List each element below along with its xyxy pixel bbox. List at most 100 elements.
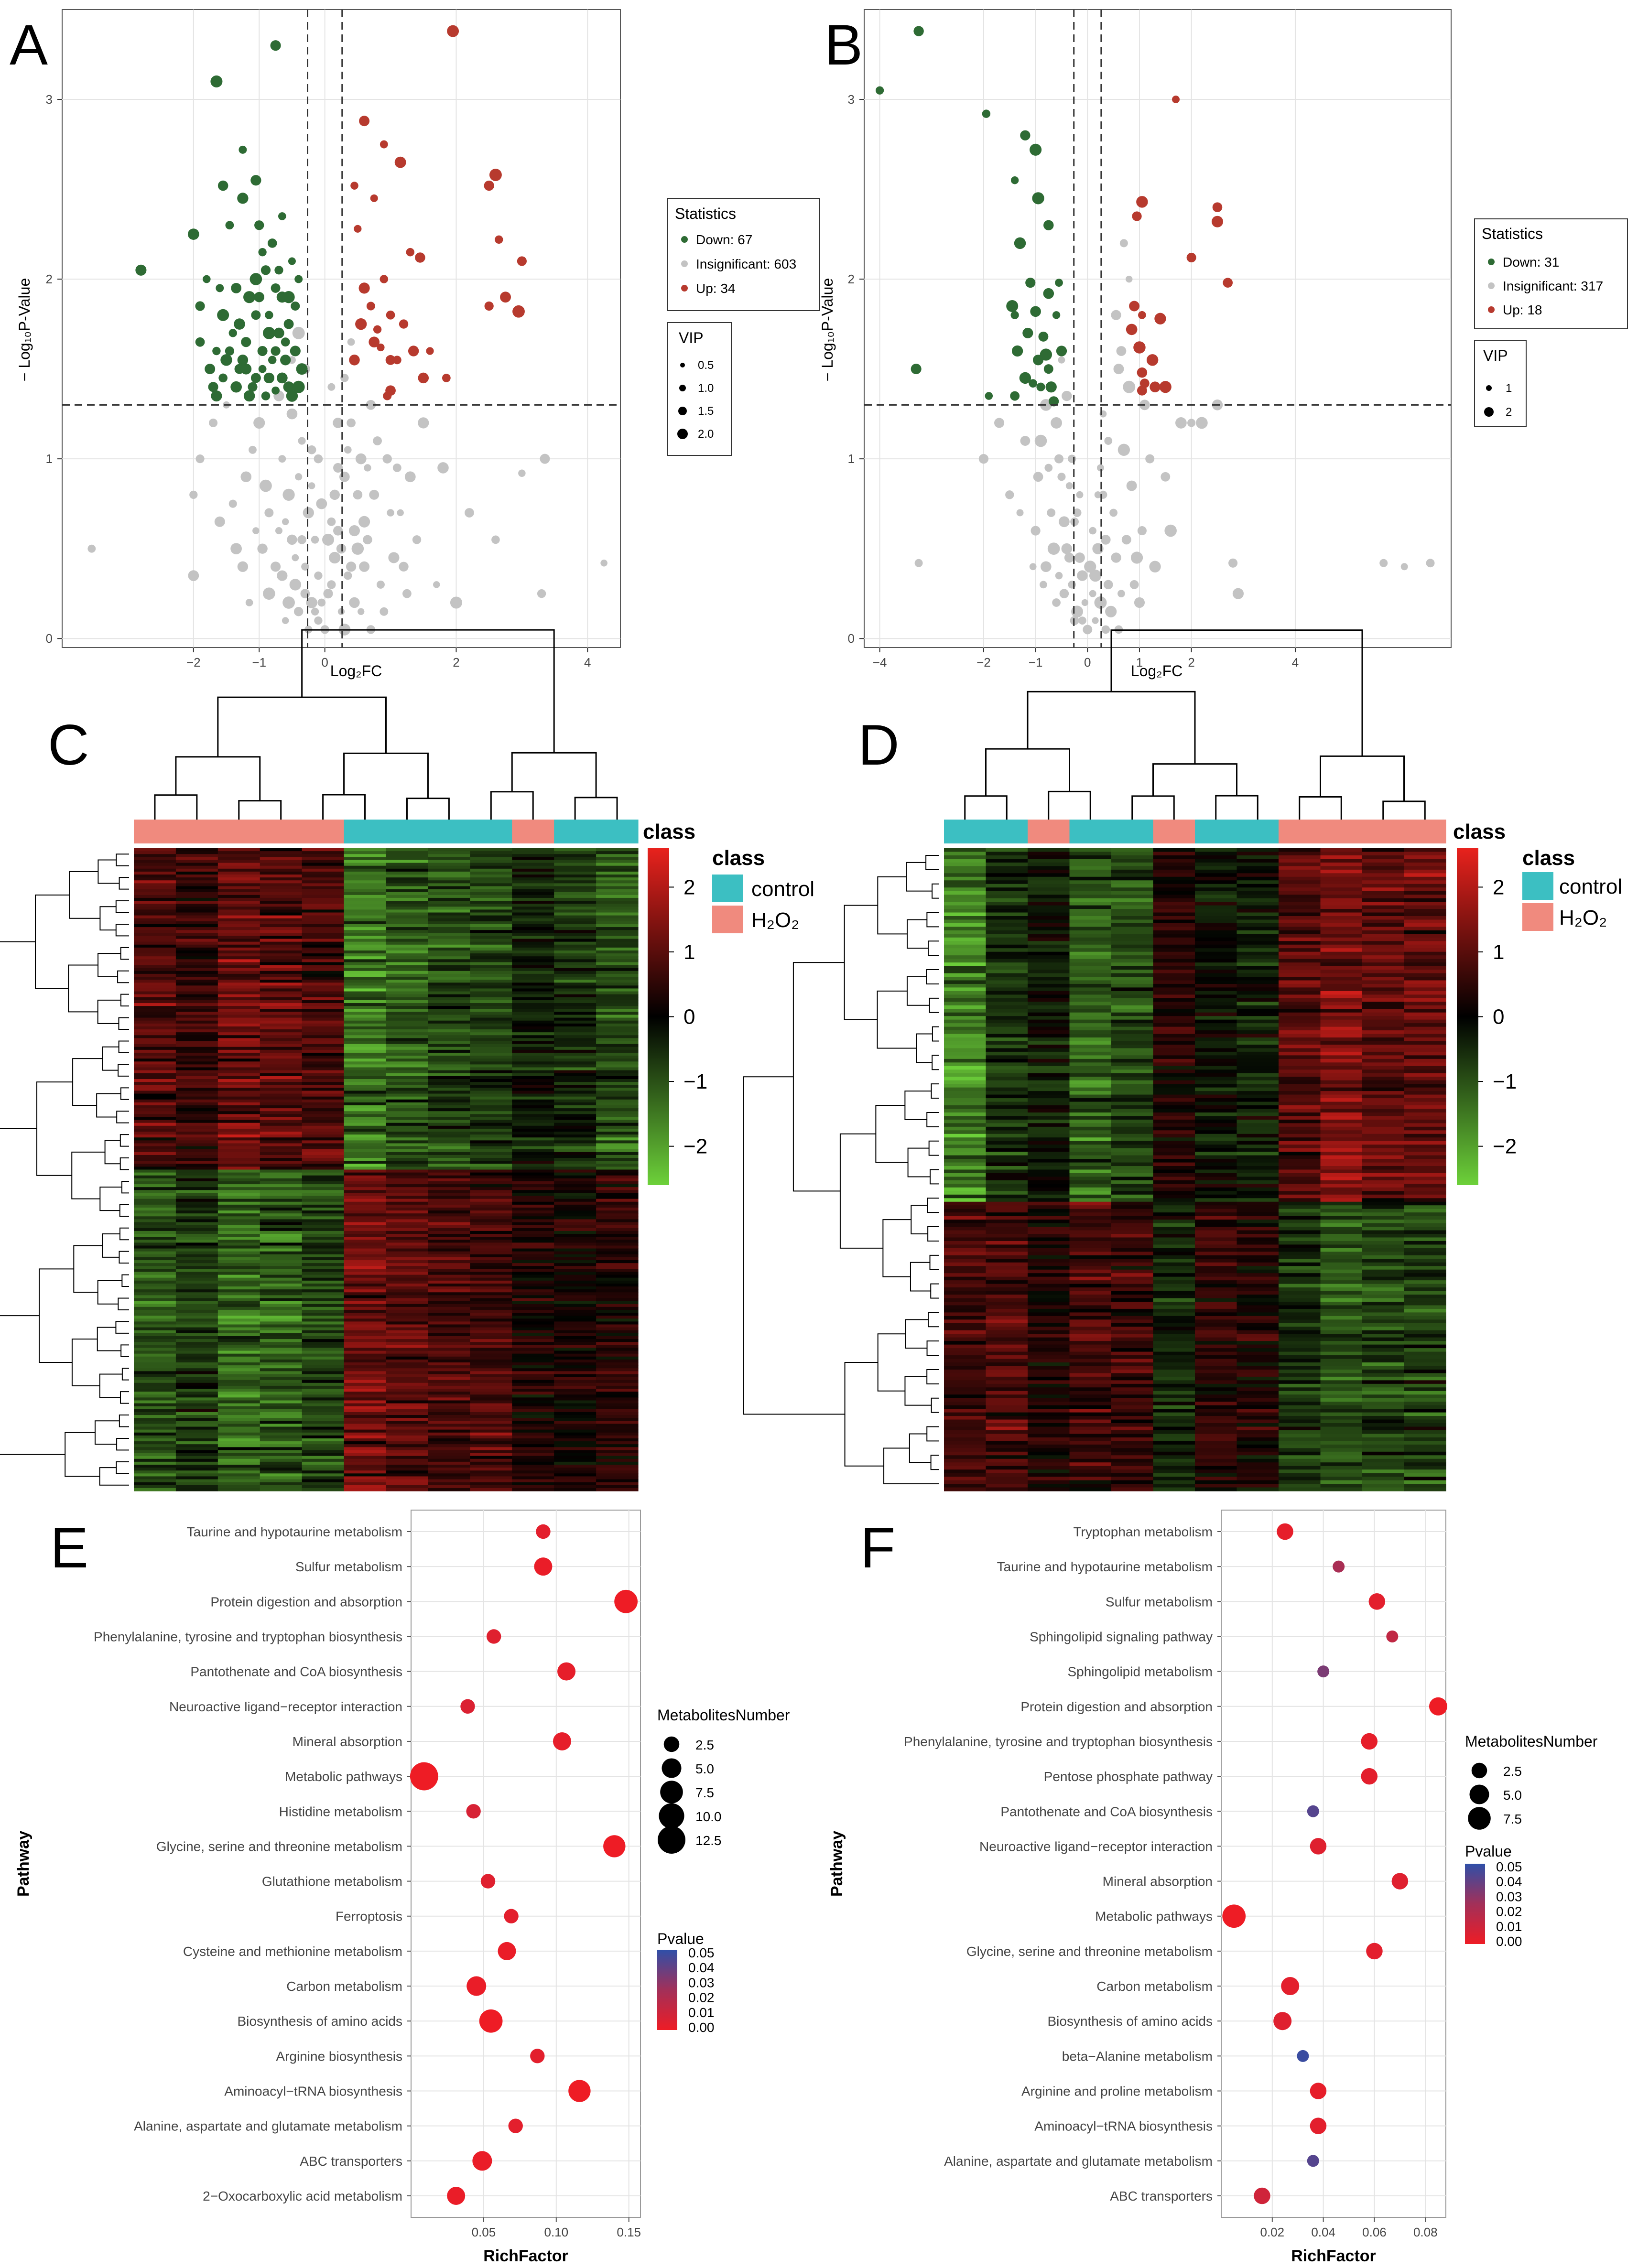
- point-up: [517, 256, 527, 266]
- heatmap-cell: [175, 1368, 218, 1372]
- heatmap-cell: [1362, 977, 1405, 981]
- heatmap-cell: [428, 1137, 470, 1141]
- heatmap-cell: [134, 1242, 176, 1246]
- heatmap-cell: [1237, 1269, 1279, 1274]
- heatmap-cell: [175, 1450, 218, 1454]
- heatmap-cell: [175, 1389, 218, 1392]
- heatmap-cell: [386, 1473, 429, 1477]
- heatmap-cell: [1404, 1137, 1446, 1142]
- point-down: [1020, 130, 1031, 140]
- heatmap-cell: [596, 1166, 639, 1170]
- heatmap-cell: [554, 1257, 597, 1261]
- heatmap-cell: [554, 1380, 597, 1383]
- heatmap-cell: [1069, 983, 1112, 988]
- heatmap-cell: [1069, 1255, 1112, 1259]
- heatmap-cell: [470, 1316, 512, 1319]
- heatmap-cell: [470, 1438, 512, 1442]
- heatmap-cell: [1153, 1030, 1195, 1035]
- heatmap-cell: [134, 865, 176, 869]
- heatmap-cell: [1362, 866, 1405, 870]
- heatmap-cell: [428, 1242, 470, 1246]
- heatmap-cell: [217, 1295, 260, 1299]
- heatmap-cell: [512, 1359, 554, 1363]
- heatmap-cell: [1404, 1252, 1446, 1256]
- heatmap-cell: [386, 1269, 429, 1273]
- heatmap-cell: [344, 1070, 387, 1074]
- heatmap-cell: [470, 1464, 512, 1468]
- heatmap-cell: [470, 1272, 512, 1275]
- heatmap-cell: [428, 848, 470, 852]
- heatmap-cell: [1404, 1269, 1446, 1274]
- heatmap-cell: [344, 1421, 387, 1424]
- heatmap-cell: [1153, 1276, 1195, 1281]
- heatmap-cell: [512, 1345, 554, 1349]
- heatmap-cell: [217, 1225, 260, 1229]
- heatmap-cell: [260, 1190, 303, 1194]
- point-insignificant: [314, 616, 323, 625]
- dendrogram-branch: [0, 1315, 65, 1455]
- heatmap-cell: [217, 1421, 260, 1424]
- heatmap-cell: [1237, 1212, 1279, 1217]
- heatmap-cell: [470, 1435, 512, 1439]
- heatmap-cell: [175, 1307, 218, 1310]
- heatmap-cell: [386, 994, 429, 998]
- heatmap-cell: [554, 880, 597, 884]
- point-down: [911, 364, 922, 375]
- heatmap-cell: [175, 1237, 218, 1240]
- heatmap-cell: [1111, 905, 1154, 909]
- dendrogram-branch: [96, 1093, 121, 1118]
- point-insignificant: [307, 445, 316, 454]
- heatmap-cell: [1320, 919, 1363, 924]
- heatmap-cell: [1069, 1044, 1112, 1049]
- heatmap-cell: [386, 1418, 429, 1421]
- heatmap-cell: [554, 1327, 597, 1331]
- heatmap-cell: [1237, 862, 1279, 866]
- heatmap-cell: [470, 1096, 512, 1100]
- heatmap-cell: [470, 1114, 512, 1118]
- heatmap-cell: [1069, 1005, 1112, 1009]
- heatmap-cell: [386, 1026, 429, 1030]
- heatmap-cell: [1279, 912, 1321, 917]
- heatmap-cell: [554, 1488, 597, 1491]
- heatmap-cell: [986, 1362, 1028, 1367]
- heatmap-cell: [554, 971, 597, 974]
- heatmap-cell: [1153, 852, 1195, 856]
- heatmap-cell: [1279, 1184, 1321, 1188]
- heatmap-cell: [134, 936, 176, 940]
- point-insignificant: [404, 471, 416, 483]
- heatmap-cell: [217, 1152, 260, 1156]
- heatmap-cell: [1028, 1148, 1070, 1152]
- heatmap-cell: [386, 1049, 429, 1053]
- heatmap-cell: [302, 947, 345, 951]
- heatmap-cell: [1279, 1030, 1321, 1035]
- heatmap-cell: [944, 1155, 987, 1159]
- heatmap-cell: [554, 1371, 597, 1375]
- heatmap-cell: [512, 1283, 554, 1287]
- heatmap-cell: [428, 1421, 470, 1424]
- heatmap-cell: [1195, 1248, 1237, 1252]
- point-insignificant: [1094, 596, 1107, 609]
- heatmap-cell: [986, 1048, 1028, 1052]
- heatmap-cell: [302, 1058, 345, 1062]
- heatmap-cell: [175, 1079, 218, 1082]
- heatmap-cell: [344, 953, 387, 957]
- heatmap-cell: [175, 1175, 218, 1179]
- heatmap-cell: [344, 959, 387, 963]
- point-down: [187, 228, 199, 240]
- heatmap-cell: [596, 1228, 639, 1231]
- heatmap-cell: [1069, 1094, 1112, 1099]
- heatmap-cell: [1111, 970, 1154, 974]
- heatmap-cell: [944, 1091, 987, 1095]
- heatmap-cell: [344, 1313, 387, 1316]
- heatmap-cell: [302, 1052, 345, 1056]
- heatmap-cell: [344, 1082, 387, 1085]
- heatmap-cell: [986, 1234, 1028, 1238]
- heatmap-cell: [470, 1035, 512, 1038]
- heatmap-cell: [1153, 1012, 1195, 1016]
- heatmap-cell: [1362, 1355, 1405, 1360]
- heatmap-cell: [986, 983, 1028, 988]
- heatmap-cell: [344, 1438, 387, 1442]
- heatmap-cell: [1237, 1069, 1279, 1074]
- heatmap-cell: [134, 907, 176, 910]
- heatmap-cell: [986, 1344, 1028, 1349]
